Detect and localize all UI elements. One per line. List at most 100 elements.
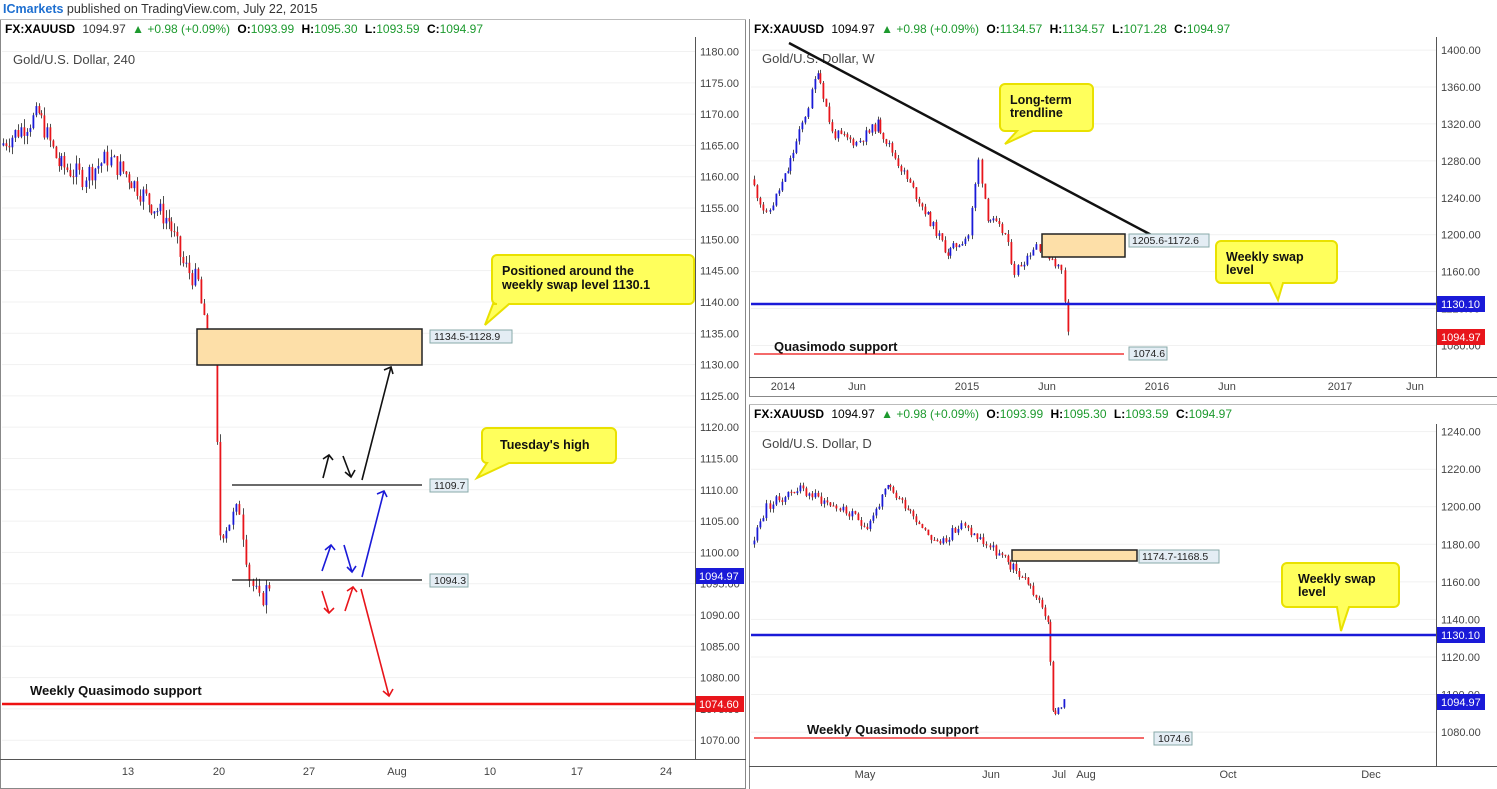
candle-body xyxy=(936,539,939,542)
y-tick-label: 1090.00 xyxy=(700,610,740,622)
candle-body xyxy=(5,143,8,147)
candle-body xyxy=(94,168,97,181)
candle-body xyxy=(759,198,762,205)
candle-body xyxy=(859,140,862,142)
candle-body xyxy=(775,496,778,505)
change-value: +0.98 (+0.09%) xyxy=(896,22,979,36)
candle-body xyxy=(2,143,5,146)
candle-body xyxy=(894,152,897,159)
candle-body xyxy=(992,218,995,221)
x-tick-label: 20 xyxy=(213,766,225,778)
callout-swap-level xyxy=(1215,240,1338,303)
candle-body xyxy=(967,235,970,239)
candle-body xyxy=(900,165,903,172)
candle-body xyxy=(805,488,808,496)
y-tick-label: 1180.00 xyxy=(700,47,739,59)
candle-body xyxy=(1057,264,1060,267)
candle-body xyxy=(909,179,912,183)
y-tick-label: 1400.00 xyxy=(1441,45,1481,57)
candle-body xyxy=(877,119,880,132)
candle-body xyxy=(881,494,884,507)
svg-text:FX:XAUUSD 1094.97 ▲: FX:XAUUSD 1094.97 ▲ +0.98 (+0.09%) O:109… xyxy=(754,407,1232,421)
candle-body xyxy=(1038,597,1041,600)
long-term-trendline xyxy=(788,41,1158,240)
x-tick-label: Jun xyxy=(848,381,866,393)
candle-body xyxy=(927,529,930,536)
x-axis: May Jun Jul Aug Oct Dec xyxy=(855,769,1382,781)
chart-weekly[interactable]: FX:XAUUSD 1094.97 ▲ +0.98 (+0.09%) O:113… xyxy=(749,19,1497,397)
candle-body xyxy=(8,146,11,148)
candle-body xyxy=(753,179,756,186)
candle-body xyxy=(801,122,804,130)
candle-body xyxy=(951,528,954,540)
chart-title: Gold/U.S. Dollar, 240 xyxy=(13,52,135,67)
candle-body xyxy=(889,484,892,488)
high-value: 1134.57 xyxy=(1062,22,1105,36)
candle-body xyxy=(60,155,63,167)
candle-body xyxy=(855,141,858,146)
x-tick-label: 2017 xyxy=(1328,381,1352,393)
candle-body xyxy=(795,141,798,153)
callout-swap-text: Weekly swap level xyxy=(1226,250,1304,277)
candle-body xyxy=(814,492,817,498)
candle-body xyxy=(851,511,854,517)
candle-body xyxy=(1017,265,1020,275)
candle-body xyxy=(1020,265,1023,267)
candle-body xyxy=(811,493,814,498)
candle-body xyxy=(88,166,91,181)
candle-body xyxy=(150,204,153,214)
candle-body xyxy=(245,539,248,565)
candle-body xyxy=(69,169,72,177)
candle-body xyxy=(17,129,20,137)
candle-body xyxy=(219,441,222,536)
candle-body xyxy=(964,523,967,526)
candle-body xyxy=(232,511,235,525)
y-tick-label: 1125.00 xyxy=(700,391,739,403)
candle-body xyxy=(258,585,261,593)
candle-body xyxy=(933,539,936,541)
candle-body xyxy=(879,119,882,133)
candle-body xyxy=(891,143,894,153)
candles xyxy=(753,69,1070,336)
candle-body xyxy=(85,180,88,188)
candle-body xyxy=(892,487,895,493)
candles xyxy=(753,482,1066,716)
brand-link[interactable]: ICmarkets xyxy=(3,2,64,16)
chart-240[interactable]: FX:XAUUSD 1094.97 ▲ +0.98 (+0.09%) O:109… xyxy=(0,19,746,789)
candle-body xyxy=(944,240,947,253)
candle-body xyxy=(866,526,869,529)
y-tick-label: 1070.00 xyxy=(700,735,740,747)
candle-body xyxy=(765,210,768,212)
candle-body xyxy=(985,544,988,546)
candle-body xyxy=(989,220,992,222)
candle-body xyxy=(961,243,964,246)
candle-body xyxy=(826,500,829,503)
candle-body xyxy=(814,79,817,90)
candles xyxy=(2,102,271,614)
candle-body xyxy=(802,485,805,489)
candle-body xyxy=(955,243,958,248)
candle-body xyxy=(1054,258,1057,267)
callout-trend-text: Long-term trendline xyxy=(1010,93,1072,120)
x-tick-label: Jun xyxy=(982,769,1000,781)
candle-body xyxy=(835,505,838,509)
y-tick-label: 1110.00 xyxy=(700,485,738,497)
candle-body xyxy=(197,268,200,280)
candle-body xyxy=(142,189,145,202)
symbol-label: FX:XAUUSD xyxy=(754,407,824,421)
candle-body xyxy=(769,503,772,509)
candle-body xyxy=(831,122,834,132)
candle-body xyxy=(188,262,191,274)
candle-body xyxy=(848,513,851,517)
low-value: 1093.59 xyxy=(376,22,420,36)
chart-daily[interactable]: FX:XAUUSD 1094.97 ▲ +0.98 (+0.09%) O:109… xyxy=(749,404,1497,789)
change-value: +0.98 (+0.09%) xyxy=(147,22,230,36)
candle-body xyxy=(912,182,915,188)
candle-body xyxy=(778,496,781,501)
high-value: 1095.30 xyxy=(1063,407,1107,421)
candle-body xyxy=(884,488,887,495)
candle-body xyxy=(903,170,906,172)
candle-body xyxy=(957,529,960,533)
candle-body xyxy=(29,128,32,132)
candle-body xyxy=(32,115,35,129)
